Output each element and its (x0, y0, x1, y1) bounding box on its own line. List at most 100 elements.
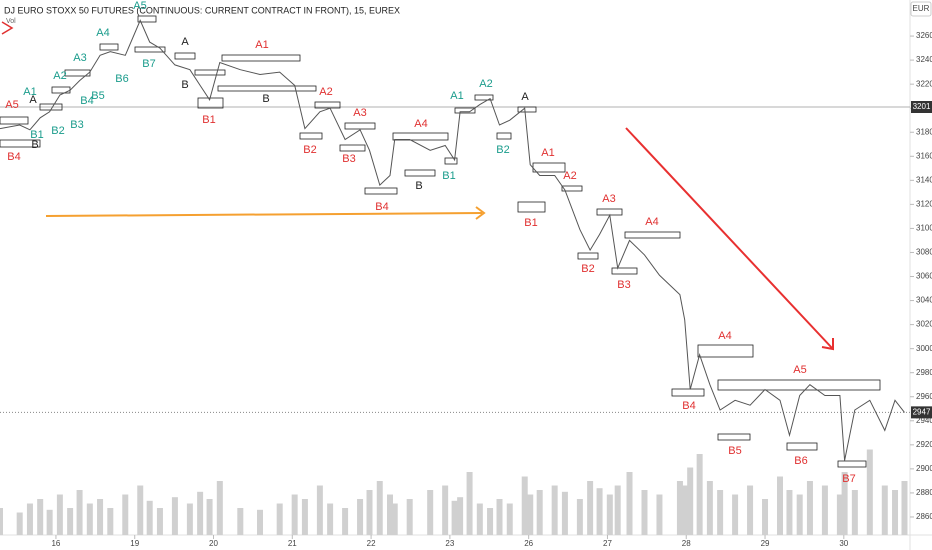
wave-box (671, 388, 705, 397)
wave-label: B4 (375, 201, 388, 213)
wave-box (717, 379, 881, 391)
volume-bar (16, 512, 23, 535)
volume-bar (892, 490, 899, 535)
price-tag (911, 406, 932, 419)
wave-box (221, 54, 301, 62)
wave-label: A1 (23, 86, 36, 98)
volume-bar (316, 485, 323, 535)
wave-box (174, 52, 196, 60)
volume-bar (687, 467, 694, 535)
wave-label: B2 (303, 144, 316, 156)
wave-label: A (29, 94, 37, 106)
volume-bar (587, 481, 594, 535)
wave-label: B (415, 180, 422, 192)
wave-box (392, 132, 449, 141)
wave-label: B1 (442, 170, 455, 182)
y-tick-label: 2900 (916, 464, 932, 473)
orange-arrow (45, 212, 483, 217)
wave-box (444, 157, 458, 165)
wave-label: A (521, 91, 529, 103)
volume-bar (0, 508, 3, 535)
wave-label: B2 (496, 144, 509, 156)
wave-label: A4 (645, 216, 658, 228)
volume-bar (122, 494, 129, 535)
wave-box (64, 69, 91, 77)
wave-box (0, 116, 29, 125)
wave-label: A3 (73, 52, 86, 64)
wave-label: B3 (70, 119, 83, 131)
y-tick-label: 3140 (916, 175, 932, 184)
wave-label: A3 (602, 193, 615, 205)
wave-box (577, 252, 599, 260)
volume-bar (841, 472, 848, 535)
red-arrow-head (821, 338, 834, 351)
chart-title: DJ EURO STOXX 50 FUTURES (CONTINUOUS: CU… (4, 5, 400, 15)
wave-box (496, 132, 512, 140)
wave-label: A2 (479, 78, 492, 90)
y-tick-label: 3020 (916, 320, 932, 329)
wave-label: A5 (133, 0, 146, 12)
wave-label: B1 (202, 114, 215, 126)
wave-box (517, 201, 546, 213)
y-tick-label: 2940 (916, 416, 932, 425)
y-tick-label: 3040 (916, 296, 932, 305)
volume-bar (626, 472, 633, 535)
volume-bar (551, 485, 558, 535)
x-tick-label: 19 (130, 539, 139, 548)
y-tick-label: 3120 (916, 199, 932, 208)
volume-bar (536, 490, 543, 535)
wave-box (474, 94, 494, 101)
wave-box (194, 69, 226, 76)
x-tick-label: 26 (524, 539, 533, 548)
wave-box (364, 187, 398, 195)
y-tick-label: 3220 (916, 79, 932, 88)
wave-box (299, 132, 323, 140)
volume-bar (171, 497, 178, 535)
volume-bar (606, 494, 613, 535)
volume-bar (156, 508, 163, 535)
x-tick-label: 29 (761, 539, 770, 548)
y-tick-label: 2920 (916, 440, 932, 449)
wave-label: B4 (80, 95, 93, 107)
volume-bar (301, 499, 308, 535)
volume-bar (206, 499, 213, 535)
y-tick-label: 3060 (916, 272, 932, 281)
volume-bar (717, 490, 724, 535)
price-tag (911, 101, 932, 113)
volume-bar (641, 490, 648, 535)
volume-bar (86, 503, 93, 535)
wave-label: A1 (255, 39, 268, 51)
wave-label: A4 (718, 330, 731, 342)
volume-bar (681, 485, 688, 535)
wave-label: A2 (53, 70, 66, 82)
volume-bar (561, 491, 568, 535)
wave-box (344, 122, 376, 130)
volume-bar (521, 476, 528, 535)
volume-bar (656, 494, 663, 535)
wave-label: B (31, 139, 38, 151)
price-tag-label: 3201 (913, 102, 931, 111)
volume-bar (506, 503, 513, 535)
wave-label: B4 (682, 400, 695, 412)
volume-bar (676, 481, 683, 535)
wave-box (837, 460, 867, 468)
y-tick-label: 2860 (916, 512, 932, 521)
volume-bar (46, 509, 53, 535)
orange-arrow-head (475, 206, 486, 220)
volume-bar (527, 494, 534, 535)
y-tick-label: 3100 (916, 224, 932, 233)
volume-bar (276, 503, 283, 535)
wave-label: A1 (541, 147, 554, 159)
volume-bar (387, 494, 393, 535)
volume-bar (451, 500, 458, 535)
volume-bar (696, 454, 703, 535)
volume-bar (881, 485, 888, 535)
y-tick-label: 3080 (916, 248, 932, 257)
volume-bar (186, 503, 193, 535)
y-tick-label: 3160 (916, 151, 932, 160)
y-tick-label: 2880 (916, 488, 932, 497)
wave-box (611, 267, 638, 275)
volume-bar (487, 508, 494, 535)
volume-bar (357, 499, 364, 535)
